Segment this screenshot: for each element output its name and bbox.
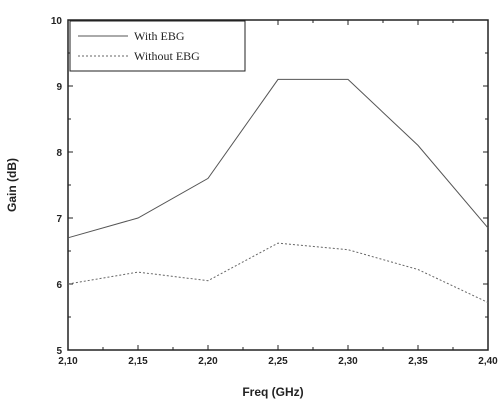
- legend-box: [69, 20, 246, 72]
- y-tick-label: 8: [56, 148, 62, 159]
- x-tick-label: 2,15: [128, 356, 148, 367]
- x-tick-label: 2,10: [58, 356, 78, 367]
- x-tick-label: 2,25: [268, 356, 288, 367]
- series-line-without-ebg: [67, 242, 489, 303]
- x-axis-label: Freq (GHz): [242, 385, 303, 399]
- legend-label-with-ebg: With EBG: [134, 29, 185, 43]
- y-tick-label: 9: [56, 82, 62, 93]
- x-tick-label: 2,40: [478, 356, 498, 367]
- x-tick-label: 2,35: [408, 356, 428, 367]
- x-tick-label: 2,30: [338, 356, 358, 367]
- legend-label-without-ebg: Without EBG: [134, 49, 200, 63]
- y-tick-label: 10: [51, 16, 63, 27]
- series-layer: [67, 78, 489, 303]
- y-tick-label: 5: [56, 346, 62, 357]
- y-tick-label: 6: [56, 280, 62, 291]
- axes: 2,10 2,15 2,20 2,25 2,30 2,35 2,40 5 6 7 8 9 10: [51, 16, 498, 367]
- series-line-with-ebg: [67, 78, 489, 239]
- legend: With EBG Without EBG: [69, 20, 246, 72]
- x-tick-label: 2,20: [198, 356, 218, 367]
- y-axis-label: Gain (dB): [5, 158, 19, 212]
- y-tick-label: 7: [56, 214, 62, 225]
